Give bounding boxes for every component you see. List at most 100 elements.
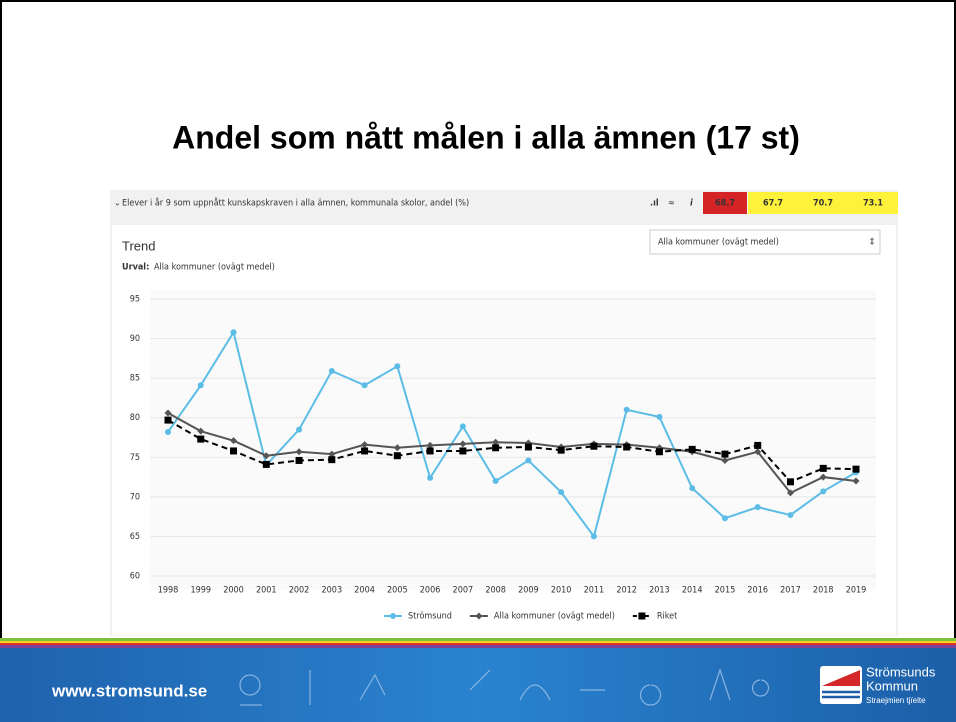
value-box-label: 70.7: [813, 199, 833, 209]
x-tick-label: 2007: [453, 586, 474, 596]
point: [624, 407, 630, 413]
stripe: [0, 643, 956, 645]
x-tick-label: 2019: [846, 586, 867, 596]
x-tick-label: 2018: [813, 586, 834, 596]
y-tick-label: 65: [130, 532, 140, 542]
point: [362, 382, 368, 388]
point: [197, 436, 204, 443]
point: [231, 329, 237, 335]
footer-url[interactable]: www.stromsund.se: [51, 681, 207, 700]
x-tick-label: 2017: [780, 586, 801, 596]
x-tick-label: 2016: [747, 586, 768, 596]
selection: Alla kommuner (ovägt medel): [154, 263, 275, 273]
point: [493, 478, 499, 484]
page: Andel som nått målen i alla ämnen (17 st…: [0, 0, 956, 722]
x-tick-label: 2012: [616, 586, 637, 596]
chevron: ⌄: [114, 199, 121, 209]
y-tick-label: 70: [130, 492, 140, 502]
point: [198, 382, 204, 388]
y-tick-label: 85: [130, 374, 140, 384]
x-tick-label: 2004: [354, 586, 375, 596]
point: [787, 512, 793, 518]
point: [230, 447, 237, 454]
point: [165, 429, 171, 435]
point: [394, 452, 401, 459]
y-tick-label: 75: [130, 453, 140, 463]
point: [361, 447, 368, 454]
stripe: [0, 638, 956, 641]
x-tick-label: 2005: [387, 586, 408, 596]
point: [820, 465, 827, 472]
x-tick-label: 2003: [322, 586, 343, 596]
point: [427, 447, 434, 454]
logo-text: Straejmien tjïelte: [866, 696, 926, 705]
legend-label[interactable]: Alla kommuner (ovägt medel): [494, 612, 615, 622]
trend-icon[interactable]: ≈: [668, 199, 675, 209]
indicator: Elever i år 9 som uppnått kunskapskraven…: [122, 198, 469, 209]
point: [656, 414, 662, 420]
point: [820, 488, 826, 494]
value-box-label: 68.7: [715, 199, 735, 209]
bar-icon[interactable]: .ıl: [650, 199, 659, 209]
point: [591, 533, 597, 539]
x-tick-label: 2015: [715, 586, 736, 596]
legend-marker: [390, 613, 396, 619]
point: [689, 485, 695, 491]
legend-label[interactable]: Riket: [657, 612, 677, 622]
point: [558, 447, 565, 454]
x-tick-label: 2011: [584, 586, 605, 596]
x-tick-label: 2009: [518, 586, 539, 596]
slide: Andel som nått målen i alla ämnen (17 st…: [0, 0, 956, 722]
x-tick-label: 2002: [289, 586, 310, 596]
point: [296, 457, 303, 464]
point: [328, 456, 335, 463]
dropdown-text[interactable]: Alla kommuner (ovägt medel): [658, 238, 779, 248]
point: [558, 489, 564, 495]
point: [296, 427, 302, 433]
point: [787, 478, 794, 485]
y-tick-label: 95: [130, 295, 140, 305]
y-tick-label: 90: [130, 334, 140, 344]
point: [263, 461, 270, 468]
point: [656, 448, 663, 455]
x-tick-label: 1998: [158, 586, 179, 596]
point: [623, 443, 630, 450]
point: [329, 368, 335, 374]
plot-area: [150, 290, 876, 590]
x-tick-label: 2001: [256, 586, 277, 596]
x-tick-label: 2013: [649, 586, 670, 596]
x-tick-label: 2000: [223, 586, 244, 596]
point: [590, 443, 597, 450]
info-icon[interactable]: i: [690, 199, 693, 209]
stripe: [0, 641, 956, 643]
logo-text: Strömsunds: [866, 664, 936, 679]
point: [755, 504, 761, 510]
x-tick-label: 2006: [420, 586, 441, 596]
y-tick-label: 60: [130, 572, 140, 582]
stripe: [0, 645, 956, 648]
point: [525, 443, 532, 450]
y-tick-label: 80: [130, 413, 140, 423]
legend-label[interactable]: Strömsund: [408, 612, 452, 622]
point: [689, 446, 696, 453]
point: [165, 417, 172, 424]
value-box-label: 73.1: [863, 199, 883, 209]
point: [754, 442, 761, 449]
point: [721, 451, 728, 458]
point: [853, 466, 860, 473]
point: [394, 363, 400, 369]
point: [492, 444, 499, 451]
x-tick-label: 2014: [682, 586, 703, 596]
selection-label: Urval:: [122, 263, 149, 273]
point: [460, 423, 466, 429]
x-tick-label: 1999: [190, 586, 211, 596]
legend-marker: [638, 613, 645, 620]
point: [722, 515, 728, 521]
point: [525, 457, 531, 463]
x-tick-label: 2008: [485, 586, 506, 596]
x-tick-label: 2010: [551, 586, 572, 596]
dropdown-arrow[interactable]: ⇕: [869, 238, 876, 248]
value-box-label: 67.7: [763, 199, 783, 209]
point: [459, 447, 466, 454]
logo-text: Kommun: [866, 678, 918, 693]
